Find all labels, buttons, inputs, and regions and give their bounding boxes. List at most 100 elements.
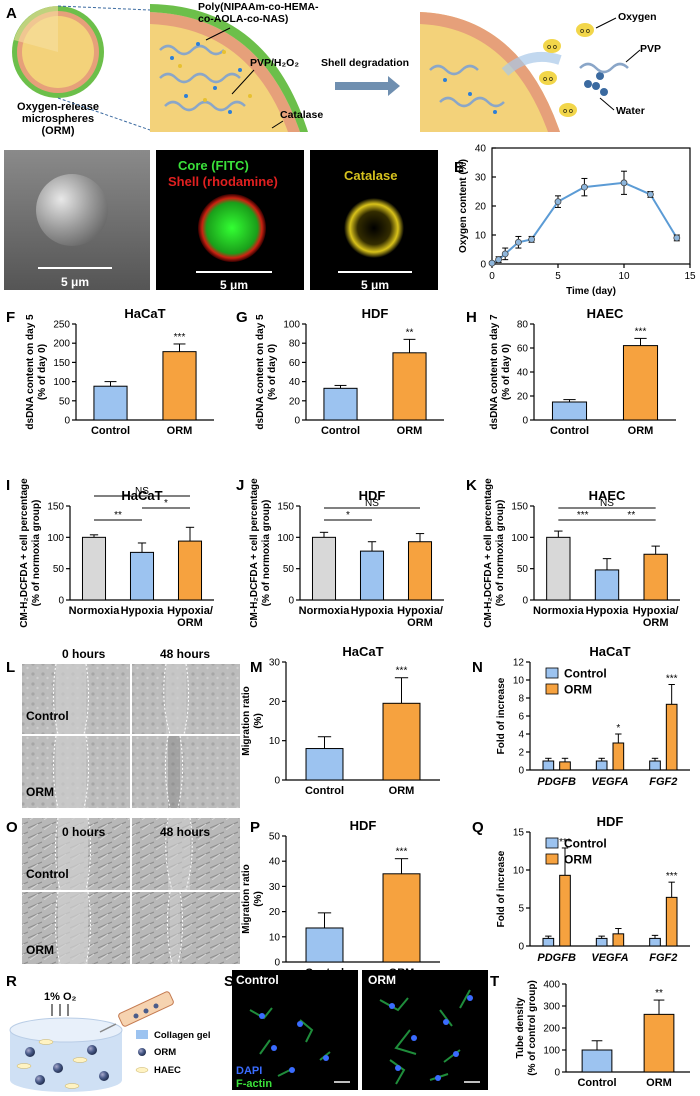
x-tick-label: ORM (389, 785, 415, 797)
time-0h-label: 0 hours (62, 825, 106, 839)
significance-label: ** (114, 510, 122, 521)
y-tick-label: 40 (289, 377, 301, 388)
bar (162, 351, 197, 421)
control-image-label: Control (236, 973, 279, 987)
x-tick-label: VEGFA (591, 776, 628, 788)
y-tick-label: 40 (517, 368, 529, 379)
panel-g-bar-chart: HDF 0 20 40 60 80 100 dsDNA content on day 5(% … (255, 306, 444, 437)
y-axis-label: Oxygen content (%) (458, 159, 469, 253)
x-tick-label: VEGFA (591, 952, 628, 964)
significance-label: ** (627, 510, 635, 521)
oxygen-bubbles: o o o o o o o o (539, 23, 594, 117)
bar (81, 536, 107, 601)
panel-j-bar-chart: HDF 0 50 100 150 CM-H₂DCFDA + cell percentage… (249, 478, 444, 629)
significance-label: ** (406, 327, 414, 338)
bar (546, 536, 571, 601)
panel-label-j: J (236, 477, 244, 494)
y-tick-label: 10 (475, 231, 487, 242)
x-tick-label-cont: ORM (177, 617, 203, 629)
y-tick-label: 2 (518, 748, 524, 759)
y-tick-label: 30 (269, 658, 281, 669)
panel-h-bar-chart: HAEC 0 20 40 60 80 dsDNA content on day 7(% of… (489, 306, 676, 437)
panel-label-o: O (6, 819, 18, 836)
panel-label-g: G (236, 309, 248, 326)
scale-label: 5 μm (61, 275, 89, 289)
y-tick-label: 20 (475, 202, 487, 213)
y-tick-label: 0 (518, 942, 524, 953)
panel-t-bar-chart: 0 100 200 300 400 Tube density(% of control g… (515, 980, 690, 1089)
chart-title: HaCaT (589, 644, 630, 659)
y-tick-label: 0 (58, 596, 64, 607)
x-tick-label: Control (91, 425, 130, 437)
x-tick-label: ORM (167, 425, 193, 437)
x-tick-label: PDGFB (537, 776, 576, 788)
o2-label: 1% O₂ (44, 991, 77, 1003)
legend-label: Control (564, 837, 607, 851)
x-tick-label: Hypoxia/ (167, 605, 213, 617)
y-tick-label: 150 (53, 358, 70, 369)
x-tick-label: Hypoxia/ (397, 605, 443, 617)
y-tick-label: 20 (517, 392, 529, 403)
chart-title: HDF (350, 818, 377, 833)
legend-swatch (545, 683, 559, 695)
significance-label: *** (666, 674, 678, 685)
panel-label-n: N (472, 659, 483, 676)
y-axis-label: dsDNA content on day 5(% of day 0) (255, 314, 278, 430)
chart-title: HAEC (587, 306, 624, 321)
panel-d-catalase: D Catalase 5 μm (310, 150, 438, 292)
bar-orm (665, 896, 678, 947)
series-line (491, 181, 678, 265)
bar (622, 345, 659, 421)
fluorescent-microsphere (198, 194, 266, 262)
y-tick-label: 8 (518, 694, 524, 705)
bar (643, 1013, 675, 1073)
y-tick-label: 0 (274, 958, 280, 969)
panel-a-schematic: A Oxygen-release microspheres (ORM) Poly(N… (6, 1, 661, 137)
legend-label: Control (564, 667, 607, 681)
bar (305, 927, 344, 963)
bar-control (649, 937, 661, 947)
panel-label-f: F (6, 309, 15, 326)
panel-label-e: E (454, 159, 464, 176)
y-tick-label: 50 (269, 832, 281, 843)
y-tick-label: 100 (283, 320, 300, 331)
significance-label: NS (135, 486, 149, 497)
water-molecules (584, 72, 608, 96)
data-point (488, 259, 496, 267)
x-tick-label: Control (305, 785, 344, 797)
y-tick-label: 80 (517, 320, 529, 331)
significance-label: * (164, 498, 168, 509)
bar (407, 541, 433, 601)
orm-fluorescence-image (362, 970, 488, 1090)
significance-label: *** (396, 847, 408, 858)
svg-text:o o: o o (563, 108, 573, 115)
scale-label: 5 μm (361, 278, 389, 292)
panel-label-i: I (6, 477, 10, 494)
plot-frame (491, 147, 691, 265)
panel-c-confocal: C Core (FITC) Shell (rhodamine) 5 μm (156, 150, 304, 292)
x-tick-label: 15 (684, 271, 696, 282)
legend-label: ORM (564, 853, 592, 867)
x-tick-label: Control (550, 425, 589, 437)
y-tick-label: 100 (47, 533, 64, 544)
y-tick-label: 10 (269, 932, 281, 943)
bar (643, 553, 668, 601)
bar-control (542, 937, 555, 947)
shell-degradation-label: Shell degradation (321, 57, 409, 69)
panel-l-scratch: 0 hours 48 hours Control ORM (22, 647, 240, 809)
y-tick-label: 100 (511, 533, 528, 544)
x-tick-label: PDGFB (537, 952, 576, 964)
data-point (501, 250, 509, 258)
chart-title: HAEC (589, 488, 626, 503)
y-tick-label: 0 (522, 596, 528, 607)
data-point (495, 256, 503, 264)
row-orm-label: ORM (26, 943, 54, 957)
bar-control (595, 937, 608, 947)
panel-label-l: L (6, 659, 15, 676)
legend-swatch (545, 667, 559, 679)
y-tick-label: 400 (543, 980, 560, 991)
bar (359, 550, 385, 601)
y-axis-label: CM-H₂DCFDA + cell percentage(% of normox… (483, 478, 506, 628)
y-tick-label: 0 (274, 776, 280, 787)
